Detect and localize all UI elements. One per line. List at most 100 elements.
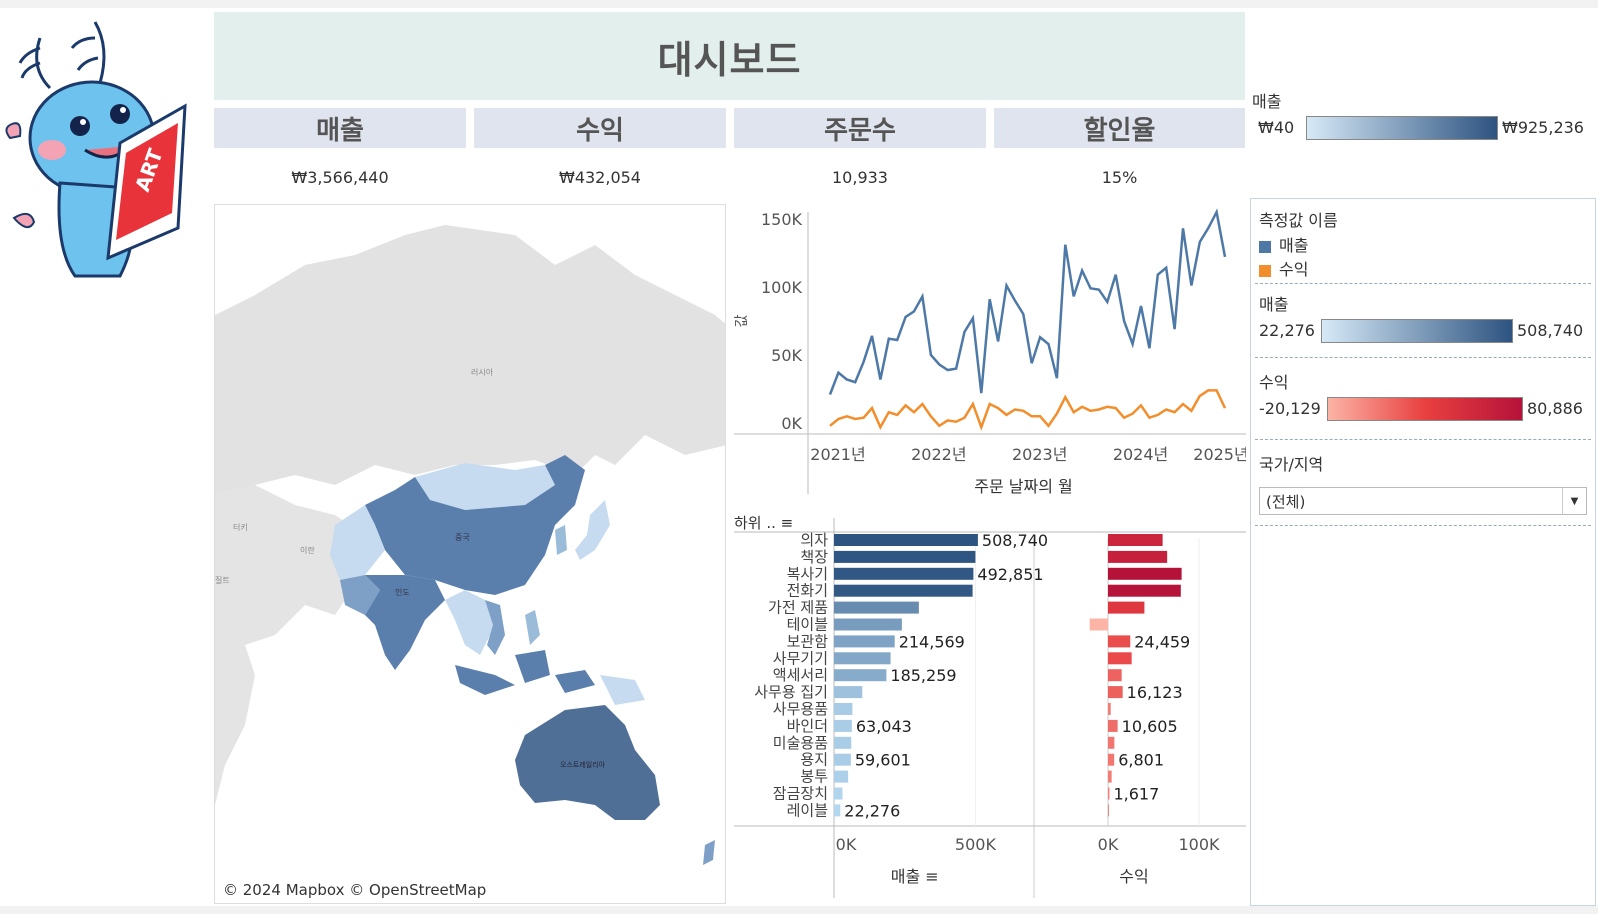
profit-bar[interactable] xyxy=(1108,787,1110,800)
sales-bar[interactable] xyxy=(834,719,852,732)
chevron-down-icon[interactable]: ▼ xyxy=(1562,488,1586,514)
line-chart-svg[interactable]: 150K 100K 50K 0K 값 2021년 2022년 2023년 2024년 2025년주… xyxy=(734,204,1249,504)
profit-ramp-title: 수익 xyxy=(1259,373,1289,392)
profit-bar[interactable] xyxy=(1108,652,1132,665)
sales-data-label: 63,043 xyxy=(856,717,912,736)
sales-bar[interactable] xyxy=(834,736,852,749)
measure-legend-item-profit[interactable]: 수익 xyxy=(1259,256,1308,280)
kpi-orders-header: 주문수 xyxy=(734,108,986,148)
profit-data-label: 6,801 xyxy=(1118,751,1164,770)
monthly-line-chart[interactable]: 150K 100K 50K 0K 값 2021년 2022년 2023년 2024년 2025년 주… xyxy=(734,204,1249,504)
profit-bar[interactable] xyxy=(1108,719,1118,732)
japan-region[interactable] xyxy=(575,500,610,560)
profit-bar[interactable] xyxy=(1108,703,1111,715)
side-legend-panel: 측정값 이름 매출 수익 매출 22,276 508,740 수익 -20,12… xyxy=(1250,198,1596,906)
sales-color-ramp xyxy=(1321,319,1513,343)
profit-bar[interactable] xyxy=(1108,584,1181,597)
sales-bar[interactable] xyxy=(834,787,843,800)
measure-legend-title: 측정값 이름 xyxy=(1259,211,1338,230)
korea-region[interactable] xyxy=(555,525,567,555)
sales-bar[interactable] xyxy=(834,686,863,699)
profit-bar[interactable] xyxy=(1108,770,1112,783)
sales-bar[interactable] xyxy=(834,584,973,597)
map-label-china: 중국 xyxy=(455,533,470,542)
profit-bar[interactable] xyxy=(1108,686,1123,699)
profit-line[interactable] xyxy=(829,389,1227,431)
y-tick-label: 100K xyxy=(761,278,803,297)
x-tick-label: 2021년 xyxy=(810,445,865,464)
sales-bar[interactable] xyxy=(834,669,887,682)
category-label: 보관함 xyxy=(787,632,829,650)
sales-bar[interactable] xyxy=(834,601,919,614)
vietnam-region[interactable] xyxy=(485,600,505,655)
china-region[interactable] xyxy=(365,455,585,595)
india-region[interactable] xyxy=(365,575,445,670)
y-axis-title: 값 xyxy=(734,314,750,327)
legend-divider xyxy=(1255,357,1591,358)
profit-bar[interactable] xyxy=(1108,753,1115,766)
kpi-profit-value: ₩432,054 xyxy=(559,167,641,187)
category-label: 바인더 xyxy=(787,717,828,735)
kpi-orders-value: 10,933 xyxy=(832,167,888,187)
kpi-sales-value: ₩3,566,440 xyxy=(291,167,389,187)
map-legend-min: ₩40 xyxy=(1258,118,1295,137)
dashboard-title-bar: 대시보드 xyxy=(214,12,1245,100)
kpi-profit-header: 수익 xyxy=(474,108,726,148)
bar-chart-svg[interactable]: 하위 .. ≡ 0K 500K 0K 100K 매출 ≡ 수익 의자 508,740 책장복사기… xyxy=(734,508,1246,906)
profit-bar[interactable] xyxy=(1108,736,1115,749)
y-tick-label: 150K xyxy=(761,210,803,229)
sales-line[interactable] xyxy=(828,208,1227,395)
new-zealand-region[interactable] xyxy=(703,840,715,865)
profit-bar[interactable] xyxy=(1108,534,1163,546)
x-tick-label: 2023년 xyxy=(1012,445,1067,464)
central-asia-region[interactable] xyxy=(330,505,385,580)
sales-bar[interactable] xyxy=(834,652,891,665)
x-axis-title: 주문 날짜의 월 xyxy=(974,477,1073,496)
sales-ramp-max: 508,740 xyxy=(1517,321,1584,340)
profit-bar[interactable] xyxy=(1108,567,1182,580)
profit-data-label: 16,123 xyxy=(1127,683,1183,702)
map-svg[interactable]: 러시아 중국 터키 이란 인도 오스트레일리아 질트 xyxy=(215,205,726,904)
map-label-australia: 오스트레일리아 xyxy=(560,760,606,769)
sales-bar[interactable] xyxy=(834,635,895,648)
country-filter-dropdown[interactable]: (전체) ▼ xyxy=(1259,487,1587,515)
profit-tick-label: 0K xyxy=(1098,835,1119,854)
profit-bar[interactable] xyxy=(1089,618,1108,631)
profit-swatch xyxy=(1259,264,1271,277)
sales-map[interactable]: 러시아 중국 터키 이란 인도 오스트레일리아 질트 © 2024 Mapbox… xyxy=(214,204,726,904)
profit-bar[interactable] xyxy=(1108,601,1145,614)
measure-legend-item-sales[interactable]: 매출 xyxy=(1259,232,1308,256)
profit-bar[interactable] xyxy=(1108,669,1122,682)
africa-region[interactable] xyxy=(215,645,255,805)
sales-bar[interactable] xyxy=(834,753,851,766)
profit-bar[interactable] xyxy=(1108,804,1109,817)
sales-bar[interactable] xyxy=(834,618,902,631)
mongolia-region[interactable] xyxy=(415,463,555,510)
indonesia-region[interactable] xyxy=(455,650,595,695)
sales-bar[interactable] xyxy=(834,567,974,580)
sales-bar[interactable] xyxy=(834,804,841,817)
subcategory-bar-chart[interactable]: 하위 .. ≡ 0K 500K 0K 100K 매출 ≡ 수익 의자 508,740 책장 복사기… xyxy=(734,508,1246,906)
legend-divider xyxy=(1255,283,1591,284)
map-credit[interactable]: © 2024 Mapbox © OpenStreetMap xyxy=(221,881,489,899)
russia-region[interactable] xyxy=(215,225,726,495)
southeast-asia-region[interactable] xyxy=(445,590,495,655)
bar-header-label[interactable]: 하위 .. ≡ xyxy=(734,514,793,532)
sales-data-label: 214,569 xyxy=(899,632,965,651)
sales-bar[interactable] xyxy=(834,770,849,783)
category-label: 미술용품 xyxy=(773,734,828,752)
kpi-discount-header: 할인율 xyxy=(994,108,1245,148)
profit-bar[interactable] xyxy=(1108,635,1131,648)
pakistan-region[interactable] xyxy=(340,575,380,615)
sales-bar[interactable] xyxy=(834,550,976,563)
west-asia-region[interactable] xyxy=(215,485,365,655)
png-region[interactable] xyxy=(600,675,645,705)
sales-bar[interactable] xyxy=(834,534,978,546)
sales-data-label: 508,740 xyxy=(982,531,1048,550)
sales-axis-title[interactable]: 매출 ≡ xyxy=(891,867,939,886)
australia-region[interactable] xyxy=(515,705,660,820)
profit-bar[interactable] xyxy=(1108,550,1168,563)
philippines-region[interactable] xyxy=(525,610,540,645)
sales-bar[interactable] xyxy=(834,703,853,715)
category-label: 전화기 xyxy=(787,582,828,600)
